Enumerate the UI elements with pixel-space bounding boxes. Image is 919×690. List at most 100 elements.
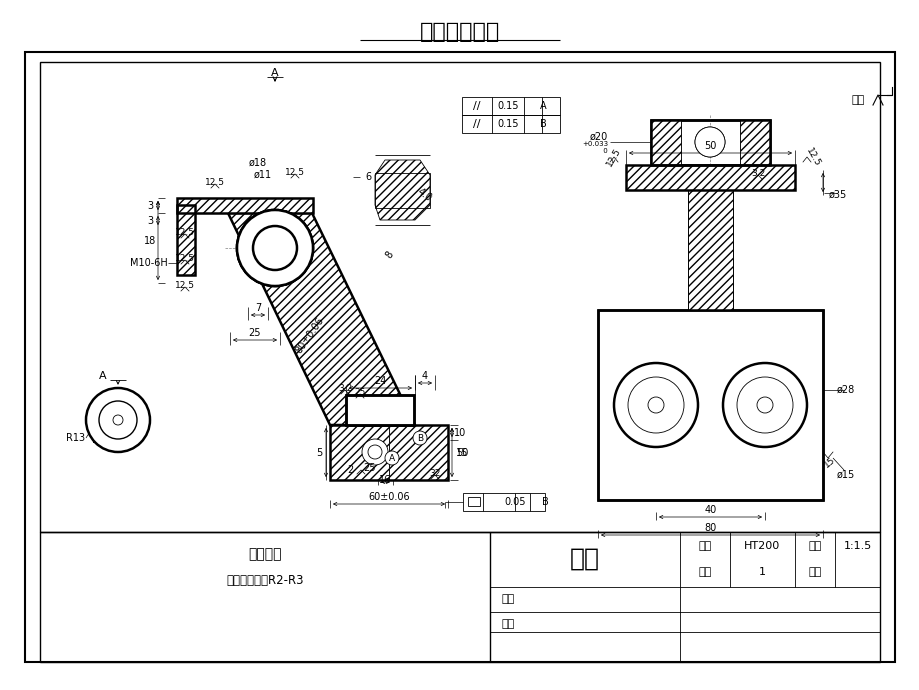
Text: 1:1.5: 1:1.5	[843, 541, 870, 551]
Bar	[651, 120, 680, 165]
Bar	[651, 120, 769, 165]
Text: 15: 15	[822, 455, 836, 469]
Bar	[40, 532, 879, 662]
Text: 图号: 图号	[808, 567, 821, 577]
Text: M10-6H: M10-6H	[130, 258, 168, 268]
Text: 32: 32	[429, 469, 440, 477]
Bar	[375, 173, 429, 208]
Text: 60±0.06: 60±0.06	[368, 492, 409, 502]
Text: 80: 80	[704, 523, 716, 533]
Text: 5: 5	[315, 448, 322, 457]
Text: 40: 40	[704, 505, 716, 515]
Text: 制图: 制图	[502, 594, 515, 604]
Text: 7: 7	[255, 303, 261, 313]
Text: B: B	[541, 497, 548, 507]
Polygon shape	[375, 160, 429, 220]
Circle shape	[113, 415, 123, 425]
Text: +0.033
     0: +0.033 0	[581, 141, 607, 153]
Text: 25: 25	[363, 463, 376, 473]
Text: 1: 1	[758, 567, 766, 577]
Bar	[461, 115, 560, 133]
Text: 3.2: 3.2	[750, 168, 765, 177]
Text: 审核: 审核	[502, 619, 515, 629]
Text: 材料: 材料	[698, 541, 711, 551]
Circle shape	[237, 210, 312, 286]
Circle shape	[99, 401, 137, 439]
Bar	[93, 400, 113, 442]
Text: 25: 25	[248, 328, 261, 338]
Text: ø18: ø18	[249, 158, 267, 168]
Text: 12.5: 12.5	[175, 253, 195, 262]
Bar	[330, 425, 389, 480]
Bar	[687, 190, 732, 310]
Text: 4.0: 4.0	[415, 186, 434, 204]
Text: A: A	[271, 68, 278, 78]
Text: B: B	[539, 119, 546, 129]
Circle shape	[756, 397, 772, 413]
Bar	[462, 493, 544, 511]
Text: 支架: 支架	[570, 547, 599, 571]
Circle shape	[253, 226, 297, 270]
Bar	[346, 395, 414, 425]
Text: 6: 6	[365, 172, 370, 182]
Circle shape	[628, 377, 683, 433]
Text: A: A	[389, 453, 394, 462]
Text: A: A	[539, 101, 546, 111]
Bar	[25, 52, 894, 662]
Bar	[346, 395, 414, 425]
Text: 斜叉架零件图: 斜叉架零件图	[419, 22, 500, 42]
Text: 12.5: 12.5	[175, 228, 195, 237]
Text: HT200: HT200	[743, 541, 780, 551]
Text: R13: R13	[66, 433, 85, 443]
Circle shape	[722, 363, 806, 447]
Bar	[176, 198, 312, 213]
Text: ø11: ø11	[254, 170, 272, 180]
Text: 未注铸造圆角R2-R3: 未注铸造圆角R2-R3	[226, 573, 303, 586]
Text: 16: 16	[379, 475, 391, 485]
Bar	[176, 205, 195, 275]
Text: 4: 4	[422, 371, 427, 381]
Text: 15: 15	[455, 448, 468, 458]
Text: 12.5: 12.5	[175, 281, 195, 290]
Bar	[330, 425, 448, 480]
Circle shape	[736, 377, 792, 433]
Circle shape	[237, 210, 312, 286]
Bar	[176, 198, 312, 213]
Text: 10: 10	[453, 428, 466, 437]
Bar	[687, 190, 732, 310]
Bar	[461, 97, 560, 115]
Bar	[176, 205, 195, 275]
Bar	[380, 395, 414, 425]
Text: 0.05: 0.05	[504, 497, 525, 507]
Text: ø28: ø28	[836, 385, 854, 395]
Bar	[651, 120, 680, 165]
Bar	[389, 425, 448, 480]
Text: 18: 18	[143, 235, 156, 246]
Bar	[93, 400, 113, 442]
Text: 比例: 比例	[808, 541, 821, 551]
Text: 3: 3	[147, 201, 153, 210]
Text: 24: 24	[374, 376, 386, 386]
Circle shape	[253, 226, 297, 270]
Text: 0.15: 0.15	[496, 101, 518, 111]
Text: 3: 3	[147, 215, 153, 226]
Text: 50: 50	[455, 448, 468, 457]
Wedge shape	[85, 388, 150, 452]
Text: 12.5: 12.5	[205, 177, 225, 186]
Text: ø20: ø20	[589, 132, 607, 142]
Circle shape	[368, 445, 381, 459]
Text: 50: 50	[704, 141, 716, 151]
Text: B: B	[416, 433, 423, 442]
Circle shape	[85, 388, 150, 452]
Bar	[597, 310, 823, 500]
Text: 3.2: 3.2	[337, 384, 352, 393]
Text: ø15: ø15	[836, 470, 854, 480]
Text: 80±0.06: 80±0.06	[294, 315, 325, 355]
Bar	[625, 165, 794, 190]
Circle shape	[237, 210, 312, 286]
Bar	[468, 497, 480, 506]
Bar	[625, 165, 794, 190]
Bar	[40, 62, 879, 532]
Bar	[739, 120, 769, 165]
Text: 其余: 其余	[851, 95, 864, 105]
